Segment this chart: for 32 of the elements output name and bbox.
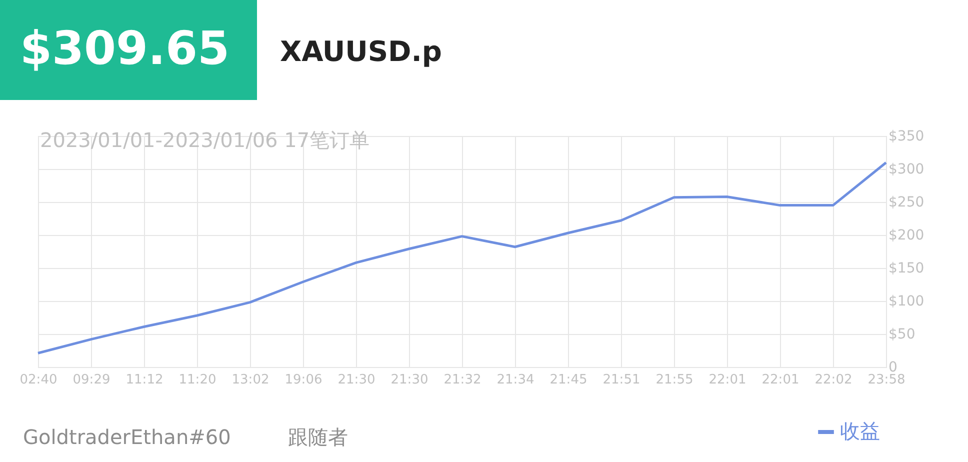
chart-title: XAUUSD.p <box>280 35 442 68</box>
y-tick-label: $250 <box>888 194 924 210</box>
text: GoldtraderEthan#60 <box>23 425 231 449</box>
text: $309.65 <box>20 21 230 75</box>
y-tick-label: $300 <box>888 162 924 178</box>
x-tick-label: 21:34 <box>496 372 534 388</box>
x-tick-label: 11:20 <box>178 372 216 388</box>
x-tick-label: 21:55 <box>656 372 694 388</box>
line-series <box>36 161 888 354</box>
text: 跟随者 <box>288 425 348 449</box>
x-tick-label: 21:30 <box>338 372 376 388</box>
y-tick-label: $200 <box>888 228 924 244</box>
x-tick-label: 21:45 <box>550 372 588 388</box>
y-tick-label: $50 <box>888 326 916 342</box>
x-tick-label: 13:02 <box>232 372 270 388</box>
y-tick-label: 0 <box>888 360 898 376</box>
x-tick-label: 02:40 <box>20 372 58 388</box>
chart-subtitle: 2023/01/01-2023/01/06 17笔订单 <box>40 128 370 152</box>
x-tick-label: 11:12 <box>126 372 164 388</box>
y-tick-label: $350 <box>888 128 924 144</box>
x-tick-label: 22:01 <box>762 372 800 388</box>
x-tick-label: 22:01 <box>708 372 746 388</box>
x-tick-label: 21:51 <box>602 372 640 388</box>
x-tick-label: 09:29 <box>72 372 110 388</box>
x-tick-label: 21:30 <box>390 372 428 388</box>
y-tick-label: $150 <box>888 260 924 276</box>
x-tick-label: 22:02 <box>814 372 852 388</box>
y-tick-label: $100 <box>888 294 924 310</box>
legend-label: 收益 <box>840 419 880 443</box>
x-tick-label: 21:32 <box>444 372 482 388</box>
x-tick-label: 23:58 <box>868 372 906 388</box>
x-tick-label: 19:06 <box>284 372 322 388</box>
